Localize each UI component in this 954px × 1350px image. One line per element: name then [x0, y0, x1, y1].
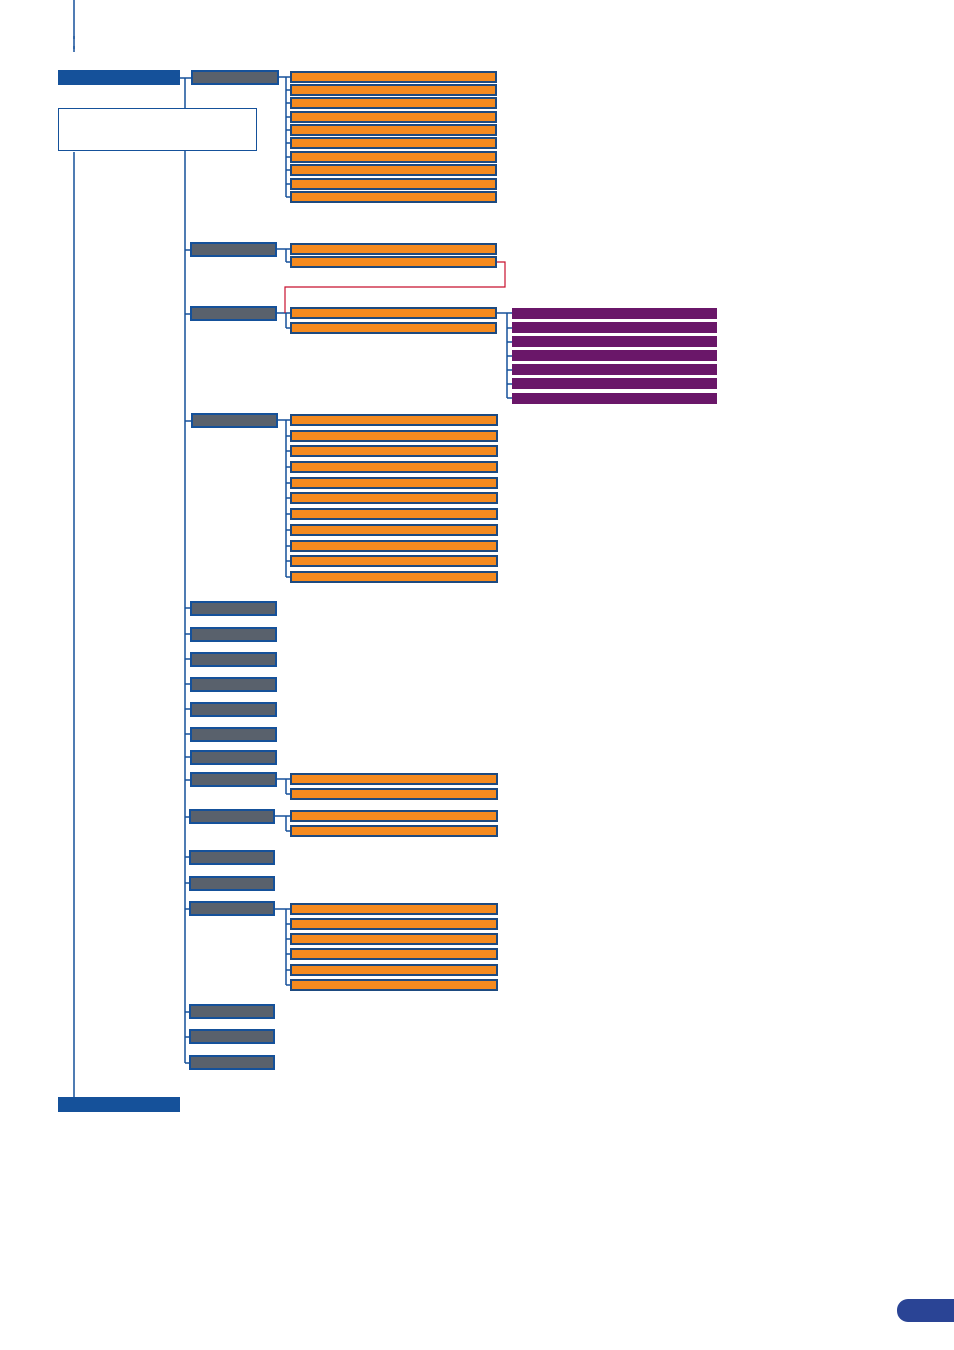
sub-option-box — [512, 393, 717, 404]
description-box — [58, 108, 257, 151]
submenu-7 — [190, 652, 277, 667]
option-box — [290, 178, 497, 190]
option-box — [290, 524, 498, 536]
submenu-10 — [190, 727, 277, 742]
option-box — [290, 97, 497, 109]
option-box — [290, 825, 498, 837]
submenu-15 — [189, 876, 275, 891]
option-box — [290, 307, 497, 319]
option-box — [290, 111, 497, 123]
option-box — [290, 492, 498, 504]
option-box — [290, 979, 498, 991]
option-box — [290, 933, 498, 945]
option-box — [290, 788, 498, 800]
option-box — [290, 461, 498, 473]
option-box — [290, 445, 498, 457]
option-box — [290, 151, 497, 163]
submenu-8 — [190, 677, 277, 692]
option-box — [290, 555, 498, 567]
option-box — [290, 430, 498, 442]
submenu-14 — [189, 850, 275, 865]
submenu-13 — [189, 809, 275, 824]
option-box — [290, 71, 497, 83]
option-box — [290, 508, 498, 520]
sub-option-box — [512, 308, 717, 319]
option-box — [290, 124, 497, 136]
bottom-main-bar — [58, 1097, 180, 1112]
page-number-tab — [897, 1299, 954, 1322]
submenu-4 — [191, 413, 278, 428]
submenu-19 — [189, 1055, 275, 1070]
option-box — [290, 322, 497, 334]
option-box — [290, 84, 497, 96]
sub-option-box — [512, 350, 717, 361]
option-box — [290, 164, 497, 176]
submenu-11 — [190, 750, 277, 765]
option-box — [290, 477, 498, 489]
option-box — [290, 256, 497, 268]
option-box — [290, 540, 498, 552]
option-box — [290, 571, 498, 583]
option-box — [290, 414, 498, 426]
submenu-6 — [190, 627, 277, 642]
submenu-18 — [189, 1029, 275, 1044]
option-box — [290, 948, 498, 960]
option-box — [290, 773, 498, 785]
submenu-12 — [190, 772, 277, 787]
submenu-17 — [189, 1004, 275, 1019]
submenu-5 — [190, 601, 277, 616]
sub-option-box — [512, 378, 717, 389]
option-box — [290, 903, 498, 915]
submenu-1 — [191, 70, 279, 85]
sub-option-box — [512, 322, 717, 333]
option-box — [290, 191, 497, 203]
submenu-2 — [190, 242, 277, 257]
top-main-bar — [58, 70, 180, 85]
sub-option-box — [512, 336, 717, 347]
option-box — [290, 964, 498, 976]
sub-option-box — [512, 364, 717, 375]
option-box — [290, 137, 497, 149]
option-box — [290, 810, 498, 822]
submenu-9 — [190, 702, 277, 717]
option-box — [290, 243, 497, 255]
option-box — [290, 918, 498, 930]
submenu-16 — [189, 901, 275, 916]
submenu-3 — [190, 306, 277, 321]
